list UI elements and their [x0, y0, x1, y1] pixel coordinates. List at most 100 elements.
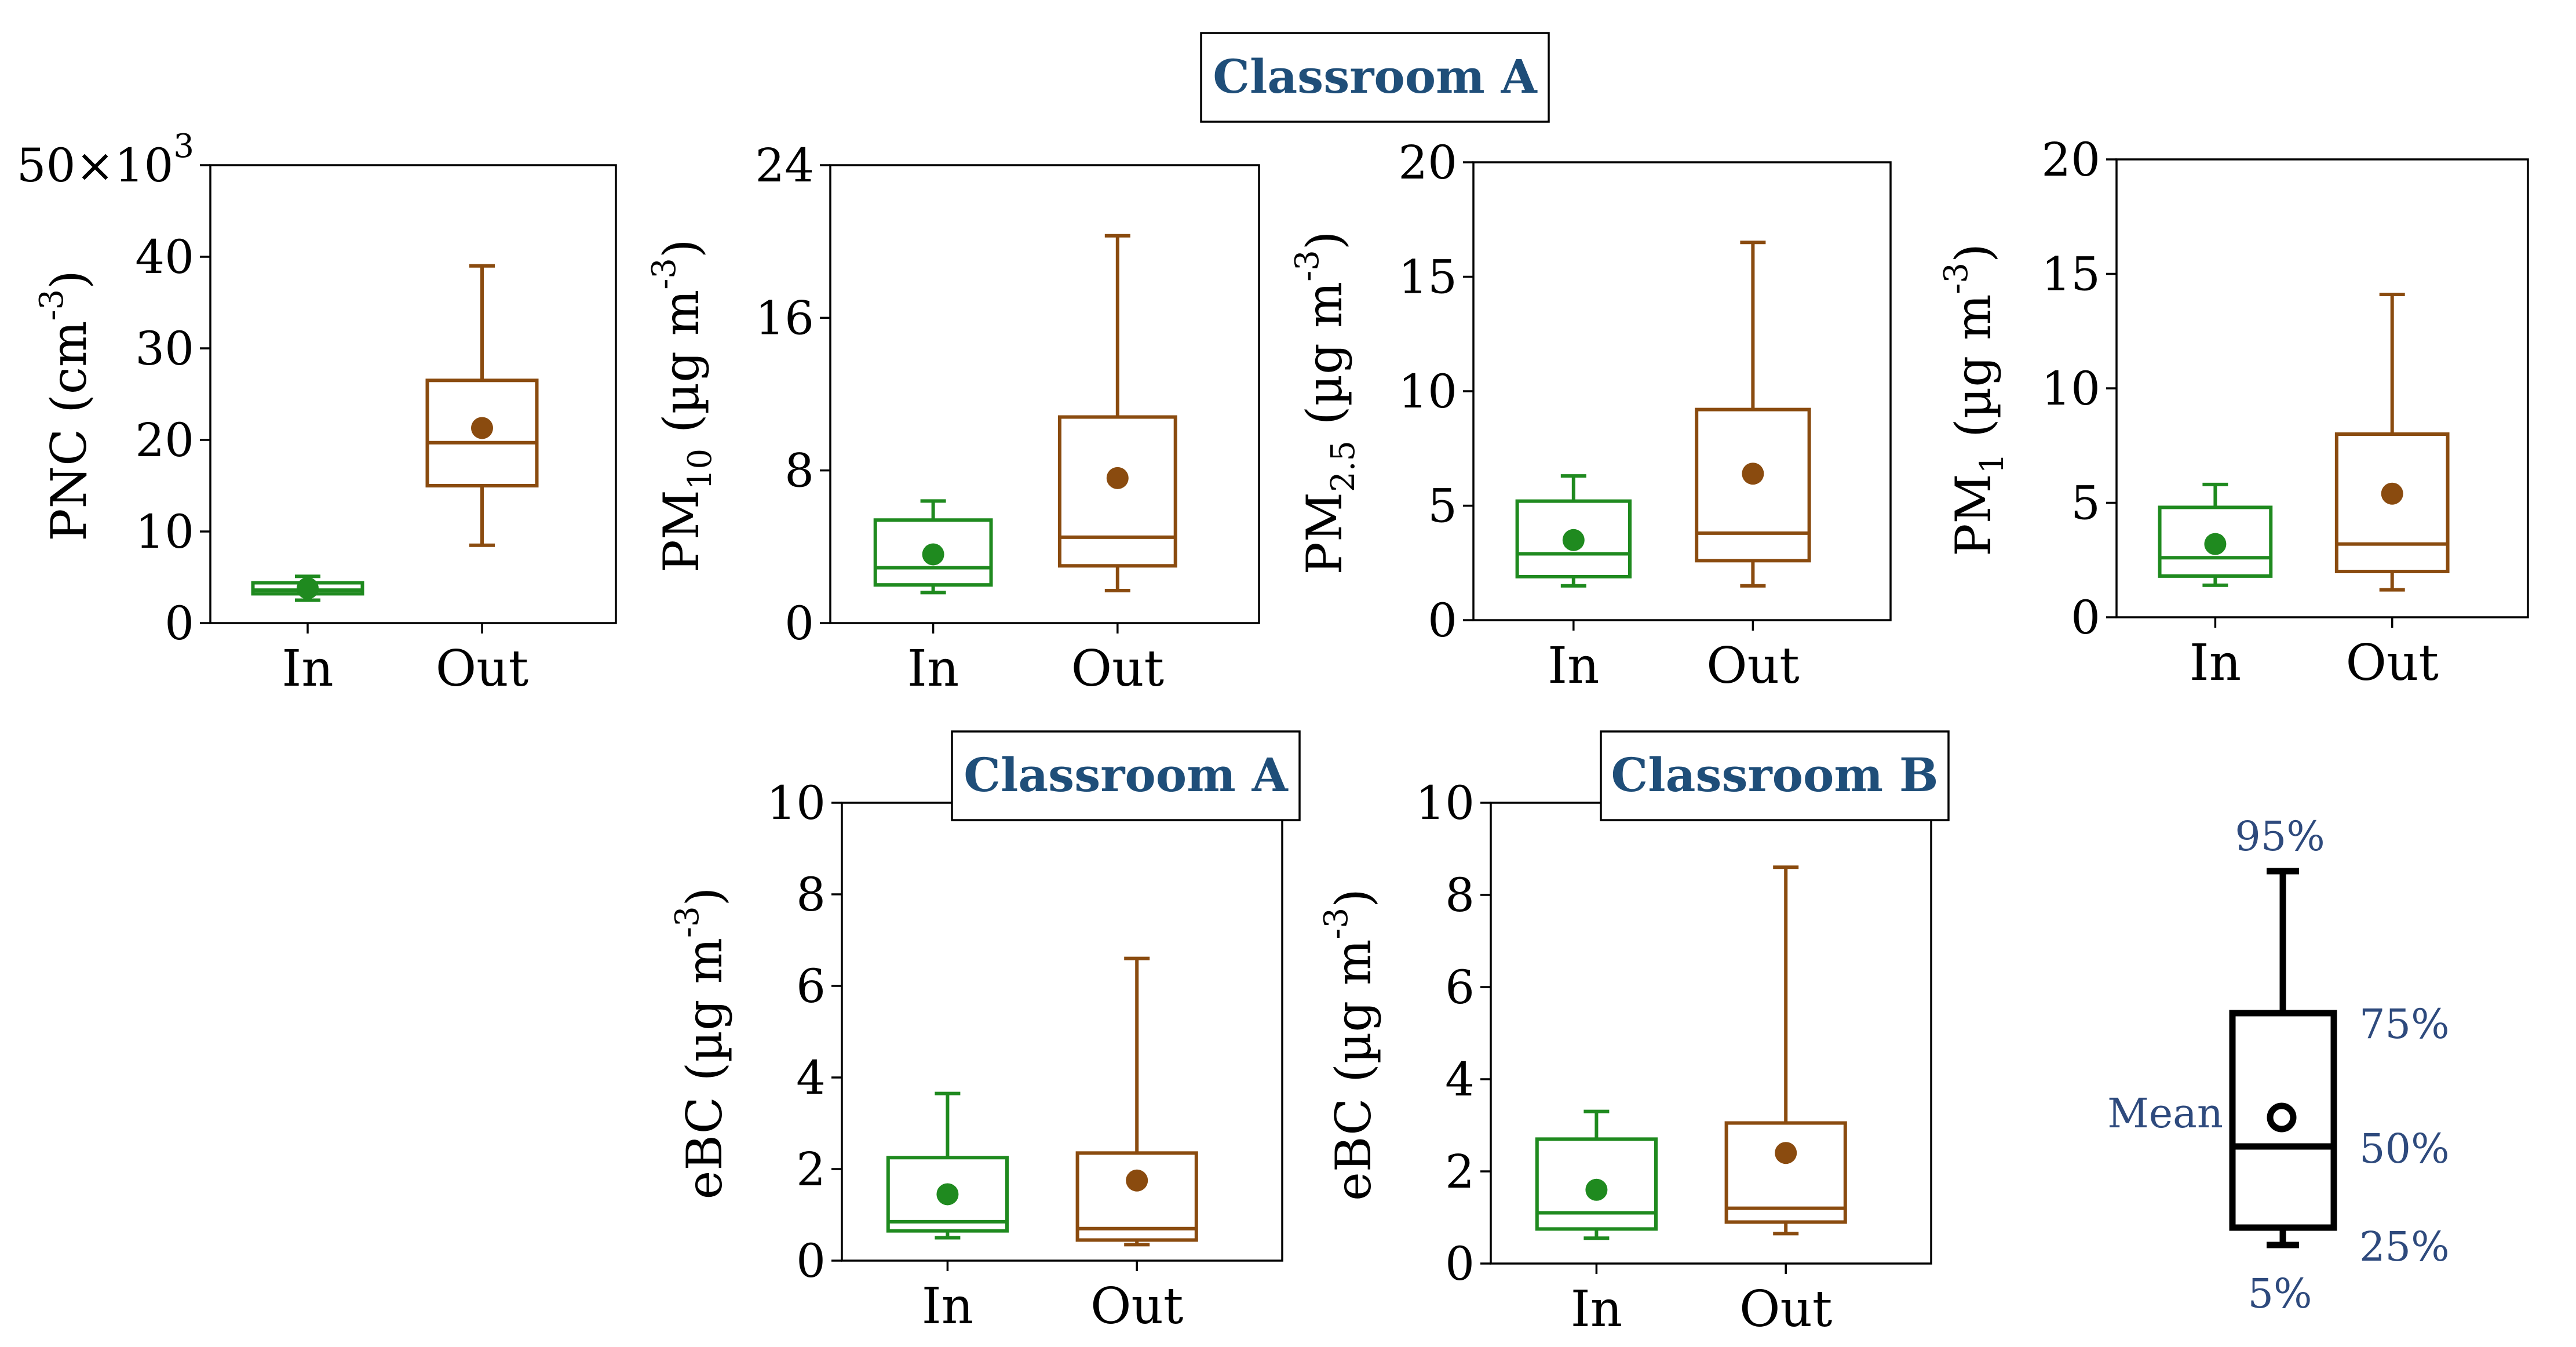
y-tick-label: 30 — [135, 322, 194, 376]
panel-title-box — [951, 730, 1301, 821]
y-axis-label: PM1 (µg m-3) — [1938, 243, 2011, 556]
y-tick-label: 10 — [1398, 365, 1457, 418]
x-category-label: Out — [2345, 634, 2438, 692]
x-category-label: Out — [436, 640, 528, 698]
x-category-label: Out — [1706, 637, 1799, 695]
y-tick-label: 0 — [165, 596, 194, 650]
chart-panel-3: 0 5 10 15 20 PM2.5 (µg m-3) In Out — [1289, 136, 1892, 695]
mean-marker — [2204, 533, 2227, 555]
x-category-label: In — [907, 640, 959, 698]
y-tick-label: 40 — [135, 230, 194, 284]
y-tick-label: 16 — [755, 291, 814, 345]
y-multiplier-label: 50×103 — [17, 128, 194, 192]
y-tick-label: 10 — [1415, 776, 1475, 830]
plot-frame — [209, 164, 617, 624]
x-category-label: Out — [1071, 640, 1164, 698]
mean-marker — [1126, 1169, 1148, 1192]
y-tick-label: 0 — [796, 1234, 826, 1288]
y-tick-label: 0 — [1428, 594, 1457, 647]
x-category-label: In — [2190, 634, 2241, 692]
plot-frame — [2115, 158, 2529, 618]
y-tick-label: 4 — [796, 1051, 826, 1105]
panel-title: Classroom B — [1611, 748, 1939, 802]
box-in: In — [1515, 474, 1632, 695]
box-out: Out — [1057, 234, 1177, 698]
panel-title-box — [1600, 730, 1950, 821]
box-in: In — [251, 574, 364, 698]
iqr-box — [1695, 407, 1811, 563]
iqr-box — [1057, 415, 1177, 568]
y-axis-label: PM2.5 (µg m-3) — [1289, 231, 1362, 574]
plot-frame — [829, 164, 1260, 624]
y-tick-label: 2 — [796, 1142, 826, 1196]
y-tick-label: 6 — [1445, 960, 1475, 1014]
y-tick-label: 8 — [796, 868, 826, 922]
x-category-label: Out — [1739, 1280, 1832, 1338]
box-in: In — [1535, 1109, 1658, 1338]
x-category-label: In — [1571, 1280, 1622, 1338]
box-out: Out — [1075, 956, 1198, 1335]
y-tick-label: 10 — [767, 776, 826, 830]
iqr-box — [1724, 1121, 1847, 1224]
y-tick-label: 2 — [1445, 1145, 1475, 1199]
y-tick-label: 15 — [1398, 250, 1457, 304]
x-category-label: In — [282, 640, 333, 698]
chart-panel-2: 0 8 16 24 PM10 (µg m-3) In Out — [645, 139, 1260, 698]
chart-panel-4: 0 5 10 15 20 PM1 (µg m-3) In Out — [1938, 133, 2529, 692]
legend-label-25: 25% — [2359, 1223, 2450, 1270]
y-tick-label: 5 — [2071, 476, 2100, 530]
box-in: In — [2158, 482, 2273, 692]
plot-frame — [1490, 802, 1932, 1265]
chart-panel-5: Classroom A 0 2 4 6 8 10 eBC (µg m-3) In Out — [669, 730, 1301, 1335]
y-tick-label: 5 — [1428, 479, 1457, 533]
mean-marker — [297, 577, 319, 599]
mean-marker — [1742, 463, 1764, 485]
chart-panel-1: 0 10 20 30 40 50×103 PNC (cm-3) In Out — [17, 128, 617, 698]
x-category-label: In — [922, 1277, 973, 1335]
legend-mean-marker — [2267, 1102, 2297, 1133]
y-tick-label: 24 — [755, 139, 814, 192]
mean-marker — [471, 417, 493, 439]
mean-marker — [2381, 482, 2403, 505]
iqr-box — [2334, 432, 2450, 573]
y-axis-label: eBC (µg m-3) — [1318, 889, 1382, 1201]
y-tick-label: 10 — [2041, 362, 2100, 416]
y-tick-label: 4 — [1445, 1053, 1475, 1106]
box-in: In — [886, 1091, 1009, 1335]
mean-marker — [922, 543, 944, 566]
x-category-label: Out — [1090, 1277, 1183, 1335]
legend-label-50: 50% — [2359, 1125, 2450, 1173]
iqr-box — [1535, 1137, 1658, 1231]
y-axis-label: eBC (µg m-3) — [669, 887, 733, 1200]
box-plot-legend-icon — [2229, 868, 2337, 1248]
y-axis-label: PNC (cm-3) — [33, 270, 97, 541]
y-tick-label: 20 — [1398, 136, 1457, 190]
chart-panel-6: Classroom B 0 2 4 6 8 10 eBC (µg m-3) In Out — [1318, 730, 1950, 1338]
legend-label-95: 95% — [2235, 813, 2325, 860]
box-out: Out — [1724, 865, 1847, 1338]
y-tick-label: 8 — [1445, 868, 1475, 922]
mean-marker — [1562, 529, 1585, 551]
iqr-box — [1515, 499, 1632, 578]
top-title-box — [1200, 32, 1550, 123]
iqr-box — [425, 378, 539, 487]
y-tick-label: 0 — [2071, 591, 2100, 645]
mean-marker — [1775, 1142, 1797, 1164]
mean-marker — [1585, 1178, 1608, 1201]
y-tick-label: 0 — [785, 596, 814, 650]
legend-label-5: 5% — [2247, 1270, 2312, 1317]
x-category-label: In — [1548, 637, 1599, 695]
box-out: Out — [2334, 293, 2450, 692]
top-title: Classroom A — [1213, 49, 1537, 104]
plot-frame — [841, 802, 1283, 1262]
y-tick-label: 10 — [135, 505, 194, 559]
panel-title: Classroom A — [964, 748, 1288, 802]
y-tick-label: 6 — [796, 959, 826, 1013]
y-axis-label: PM10 (µg m-3) — [645, 239, 719, 572]
y-tick-label: 8 — [785, 444, 814, 498]
box-out: Out — [425, 264, 539, 698]
y-tick-label: 20 — [2041, 133, 2100, 187]
legend-label-75: 75% — [2359, 1000, 2450, 1048]
iqr-box — [1075, 1151, 1198, 1242]
